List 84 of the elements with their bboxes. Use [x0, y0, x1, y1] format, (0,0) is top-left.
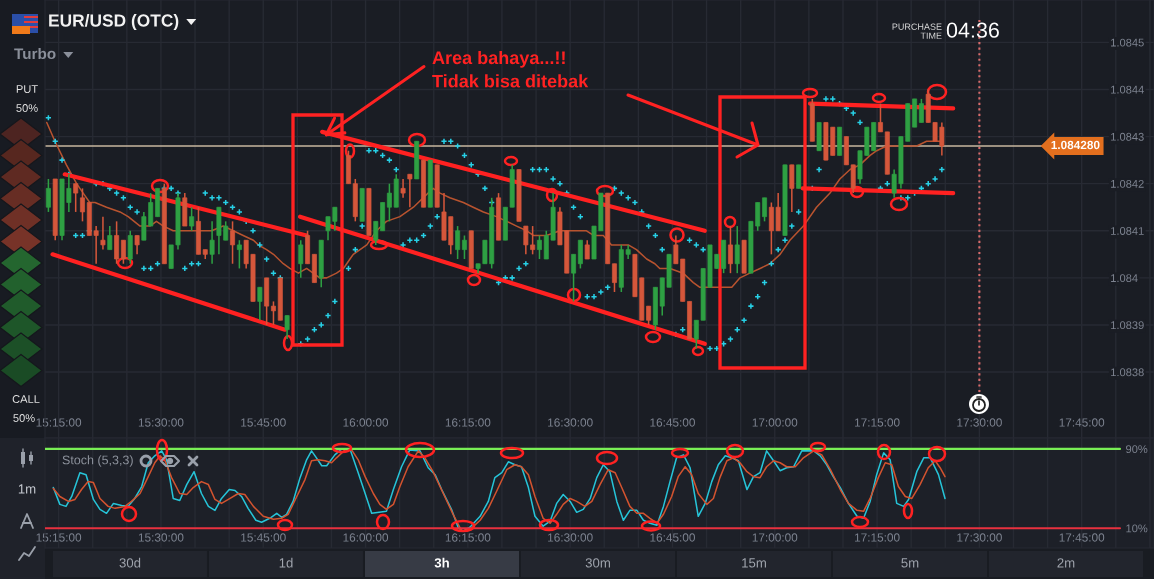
text: 30d: [119, 557, 141, 568]
candlestick: [100, 215, 106, 251]
y-tick-label: 1.0842: [1111, 179, 1144, 188]
y-tick-label: 10%: [1126, 524, 1148, 533]
text: 50%: [16, 104, 38, 112]
x-tick-label: 15:15:00: [36, 418, 82, 427]
annotation: 04:36: [946, 22, 999, 38]
candlestick: [462, 234, 467, 260]
candlestick: [796, 164, 802, 190]
candlestick: [407, 173, 413, 208]
text: 1d: [279, 557, 293, 568]
candlestick: [789, 164, 795, 213]
candlestick: [918, 98, 924, 124]
candlestick: [762, 197, 767, 223]
text: EUR/USD (OTC): [49, 13, 179, 31]
y-tick-label: 1.0845: [1111, 38, 1144, 47]
x-tick-label: 15:15:00: [36, 533, 82, 542]
text: Stoch (5,3,3): [62, 455, 133, 467]
candlestick: [189, 206, 195, 232]
text: 30m: [585, 558, 610, 568]
candlestick: [537, 234, 542, 260]
x-tick-label: 17:00:00: [752, 533, 798, 542]
candlestick: [257, 286, 263, 322]
text: 5m: [901, 558, 919, 568]
x-tick-label: 15:30:00: [138, 533, 184, 542]
candlestick: [400, 178, 406, 199]
text: PUT: [16, 85, 38, 93]
x-tick-label: 17:00:00: [752, 418, 798, 427]
x-tick-label: 16:15:00: [445, 533, 491, 542]
candlestick: [127, 230, 133, 265]
text: 2m: [1057, 558, 1075, 568]
text: 3h: [434, 557, 449, 568]
text: CALL: [12, 395, 40, 403]
x-tick-label: 17:45:00: [1059, 533, 1105, 542]
text: 15m: [742, 558, 766, 568]
candlestick: [584, 239, 590, 260]
candlestick: [107, 225, 113, 251]
y-tick-label: 1.0839: [1111, 321, 1144, 330]
candlestick: [577, 239, 583, 270]
x-tick-label: 15:30:00: [138, 418, 184, 427]
candlestick: [73, 182, 79, 213]
x-tick-label: 17:30:00: [957, 533, 1002, 542]
candlestick: [298, 239, 304, 279]
x-tick-label: 16:15:00: [445, 418, 491, 427]
candlestick: [45, 178, 51, 213]
x-tick-label: 16:00:00: [343, 418, 389, 427]
y-tick-label: 1.084: [1111, 274, 1138, 283]
x-tick-label: 16:30:00: [548, 533, 593, 542]
candlestick: [230, 220, 235, 265]
candlestick: [236, 239, 242, 270]
x-tick-label: 17:45:00: [1059, 418, 1105, 427]
annotation: Area bahaya...!! Tidak bisa ditebak: [432, 50, 589, 88]
x-tick-label: 17:15:00: [855, 533, 900, 542]
candlestick: [571, 253, 577, 303]
y-tick-label: 90%: [1126, 445, 1148, 454]
x-tick-label: 15:45:00: [241, 418, 286, 427]
candlestick: [728, 225, 733, 274]
x-tick-label: 17:30:00: [957, 418, 1002, 427]
x-tick-label: 17:15:00: [855, 418, 900, 427]
y-tick-label: 1.0843: [1111, 132, 1144, 141]
x-tick-label: 16:45:00: [650, 418, 695, 427]
x-tick-label: 16:00:00: [343, 533, 389, 542]
ref-line-label: 1.084280: [1051, 140, 1100, 150]
candlestick: [612, 262, 617, 293]
x-tick-label: 16:45:00: [650, 533, 695, 542]
y-tick-label: 1.0838: [1111, 368, 1144, 377]
text: 50%: [13, 414, 35, 422]
candlestick: [114, 220, 120, 265]
annotation: PURCHASE TIME: [892, 23, 942, 39]
candlestick: [455, 225, 461, 260]
candlestick: [271, 300, 276, 326]
candlestick: [878, 102, 883, 133]
candlestick: [734, 225, 740, 274]
candlestick: [80, 187, 85, 223]
candlestick: [120, 239, 126, 265]
y-tick-label: 1.0844: [1111, 85, 1144, 94]
x-tick-label: 15:45:00: [241, 533, 286, 542]
candlestick: [134, 234, 140, 256]
x-tick-label: 16:30:00: [548, 418, 593, 427]
candlestick: [209, 220, 215, 265]
y-tick-label: 1.0841: [1111, 227, 1144, 235]
candlestick: [284, 314, 290, 340]
text: 1m: [18, 484, 36, 494]
text: Turbo: [14, 47, 56, 60]
